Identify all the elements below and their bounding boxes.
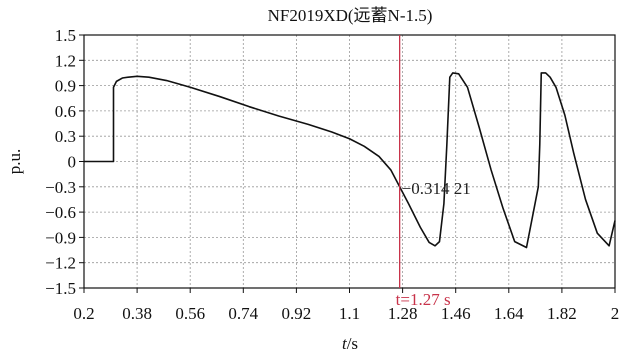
y-tick-label: −1.5: [45, 279, 76, 298]
y-tick-label: 0.6: [55, 102, 76, 121]
y-tick-label: 0.3: [55, 127, 76, 146]
grid-lines: [84, 35, 615, 288]
y-tick-label: −0.3: [45, 178, 76, 197]
x-tick-label: 1.28: [388, 304, 418, 323]
y-tick-label: −1.2: [45, 254, 76, 273]
y-tick-label: 1.5: [55, 26, 76, 45]
x-tick-label: 1.1: [339, 304, 360, 323]
x-tick-label: 0.56: [175, 304, 205, 323]
x-axis-label: t/s: [342, 334, 358, 353]
series-line: [84, 72, 616, 249]
x-tick-label: 1.64: [494, 304, 524, 323]
x-tick-label: 2: [611, 304, 620, 323]
y-tick-label: −0.9: [45, 228, 76, 247]
y-tick-label: −0.6: [45, 203, 76, 222]
cursor-value-label: −0.314 21: [402, 179, 471, 198]
series-layer: [84, 72, 616, 249]
x-tick-label: 0.74: [228, 304, 258, 323]
chart-title: NF2019XD(远蓄N-1.5): [268, 6, 433, 25]
y-axis-ticks: 1.5 1.2 0.9 0.6 0.3 0 −0.3 −0.6 −0.9 −1.2 −1.5: [45, 26, 84, 298]
y-tick-label: 0: [68, 153, 77, 172]
x-tick-label: 0.38: [122, 304, 152, 323]
y-axis-label: p.u.: [5, 149, 24, 175]
x-axis-ticks: 0.2 0.38 0.56 0.74 0.92 1.1 1.28 1.46 1.64 1.82 2: [73, 288, 619, 323]
x-tick-label: 0.92: [282, 304, 312, 323]
x-tick-label: 1.46: [441, 304, 471, 323]
x-tick-label: 1.82: [547, 304, 577, 323]
y-tick-label: 1.2: [55, 51, 76, 70]
cursor-time-label: t=1.27 s: [396, 290, 451, 309]
y-tick-label: 0.9: [55, 77, 76, 96]
x-tick-label: 0.2: [73, 304, 94, 323]
